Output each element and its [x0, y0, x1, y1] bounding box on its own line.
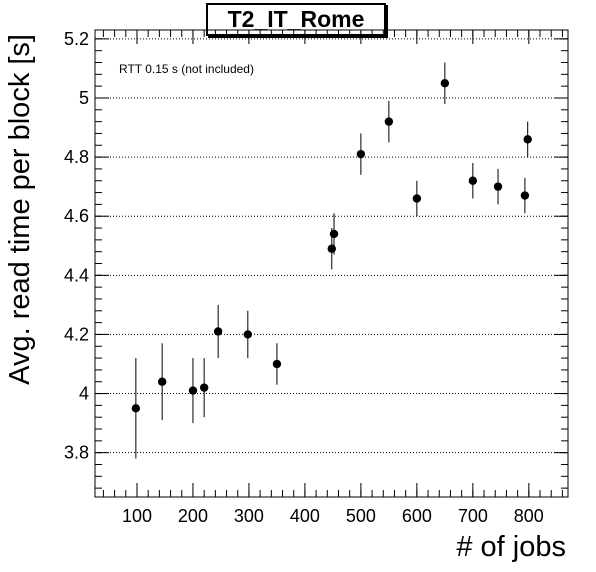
y-tick-label: 4.4 — [64, 265, 89, 285]
y-tick-label: 4.2 — [64, 324, 89, 344]
plot-frame — [94, 29, 569, 498]
data-point — [523, 135, 532, 144]
data-point — [213, 327, 223, 336]
y-tick-label: 5.2 — [64, 29, 89, 49]
data-point — [188, 386, 198, 395]
data-point — [356, 149, 366, 159]
y-tick-label: 5 — [79, 88, 89, 108]
data-point — [157, 377, 167, 386]
x-tick-label: 100 — [122, 506, 152, 526]
x-tick-label: 800 — [514, 506, 544, 526]
y-axis-label: Avg. read time per block [s] — [4, 34, 36, 385]
data-point — [327, 244, 336, 253]
x-tick-label: 400 — [290, 506, 320, 526]
x-tick-label: 700 — [458, 506, 488, 526]
data-point — [468, 176, 478, 185]
data-point — [384, 117, 394, 126]
y-tick-label: 4.8 — [64, 147, 89, 167]
data-point — [440, 79, 450, 88]
annotation: RTT 0.15 s (not included) — [119, 62, 254, 76]
data-point — [412, 194, 422, 203]
data-point — [199, 383, 209, 392]
data-point — [493, 182, 503, 191]
data-point — [131, 404, 141, 413]
data-point — [520, 191, 530, 200]
y-tick-label: 4 — [79, 384, 89, 404]
data-points — [131, 62, 532, 459]
grid-lines — [95, 38, 568, 454]
x-tick-label: 200 — [178, 506, 208, 526]
x-tick-label: 600 — [402, 506, 432, 526]
y-tick-label: 4.6 — [64, 206, 89, 226]
x-tick-label: 500 — [346, 506, 376, 526]
y-tick-label: 3.8 — [64, 443, 89, 463]
data-point — [243, 330, 253, 339]
x-tick-label: 300 — [234, 506, 264, 526]
x-axis-label: # of jobs — [456, 531, 566, 563]
tick-labels: 3.8 4 4.2 4.4 4.6 4.8 5 5.2 100 200 300 400 500 600 70… — [64, 29, 544, 526]
data-point — [329, 229, 339, 239]
data-point — [272, 359, 282, 369]
axis-ticks — [95, 30, 568, 497]
